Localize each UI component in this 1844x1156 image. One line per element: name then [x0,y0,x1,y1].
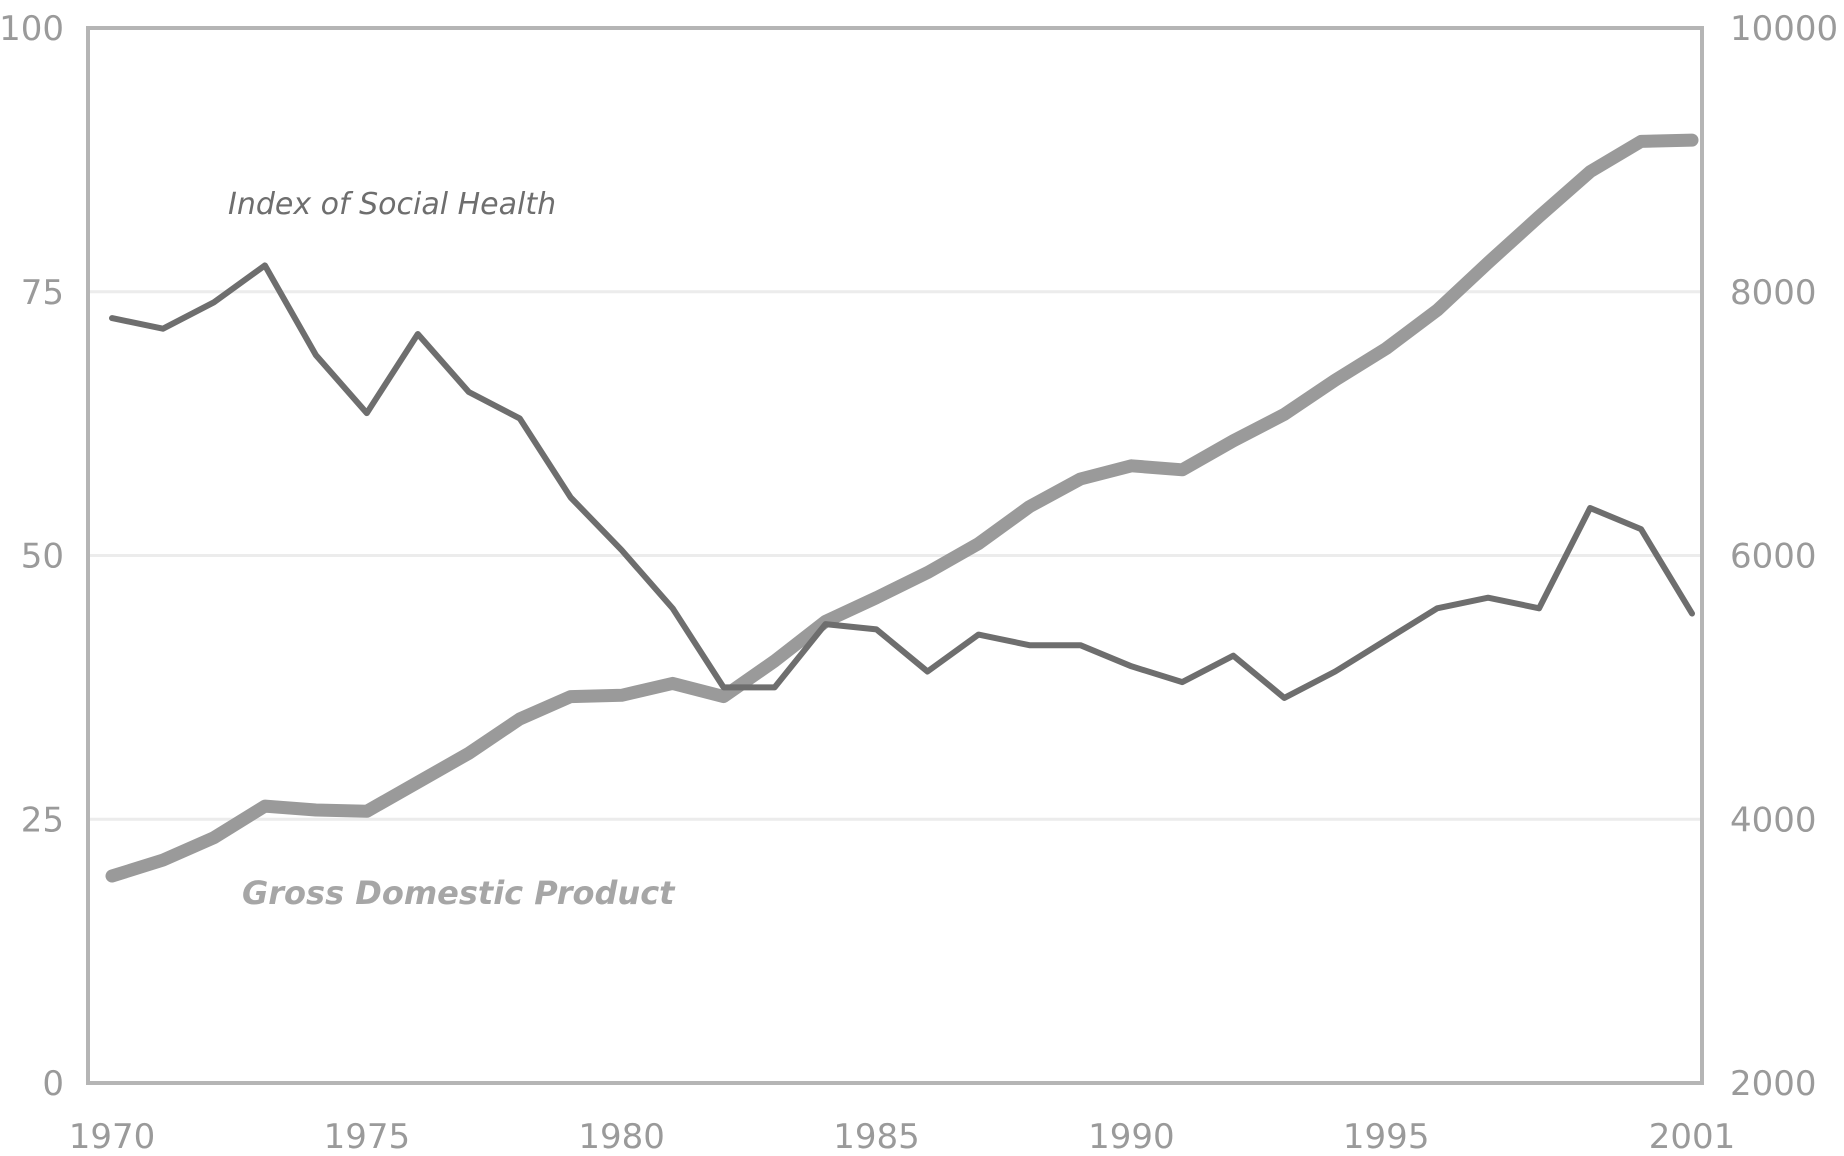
x-tick-label: 1990 [1088,1117,1175,1156]
left-tick-label: 0 [42,1064,64,1104]
right-axis-ticks: 2000 4000 6000 8000 10000 [1730,9,1838,1104]
x-tick-label: 1975 [324,1117,411,1156]
left-axis-ticks: 0 25 50 75 100 [0,9,64,1104]
left-tick-label: 50 [21,537,64,577]
series-label-gross-domestic-product: Gross Domestic Product [242,874,676,912]
right-tick-label: 10000 [1730,9,1838,49]
left-tick-label: 25 [21,800,64,840]
right-tick-label: 4000 [1730,800,1817,840]
left-tick-label: 100 [0,9,64,49]
left-tick-label: 75 [21,273,64,313]
series-lines [105,133,1699,883]
x-tick-label: 1985 [833,1117,920,1156]
series-label-index-of-social-health: Index of Social Health [228,187,556,222]
right-tick-label: 8000 [1730,273,1817,313]
x-axis-ticks: 1970 1975 1980 1985 1990 1995 2001 [69,1117,1736,1156]
x-tick-label: 1970 [69,1117,156,1156]
gridlines [90,290,1700,821]
x-tick-label: 2001 [1649,1117,1736,1156]
right-tick-label: 6000 [1730,537,1817,577]
series-line-index-of-social-health [109,262,1695,701]
series-line-gross-domestic-product [105,133,1699,883]
right-tick-label: 2000 [1730,1064,1817,1104]
x-tick-label: 1995 [1343,1117,1430,1156]
x-tick-label: 1980 [578,1117,665,1156]
